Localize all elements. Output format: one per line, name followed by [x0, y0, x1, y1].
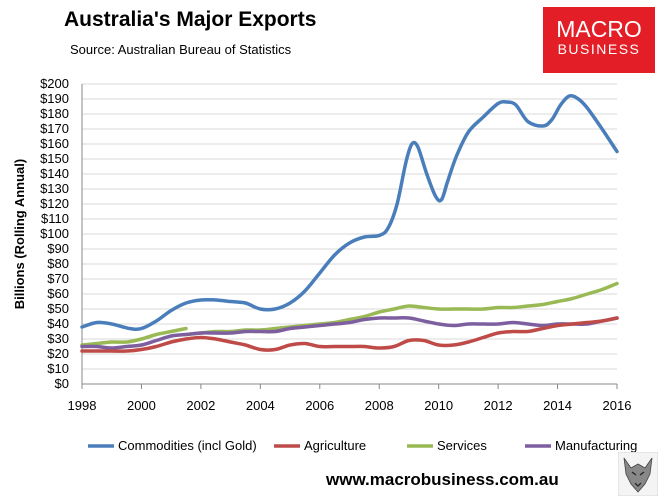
- gridlines: [82, 83, 617, 370]
- x-tick-label: 2000: [127, 398, 156, 413]
- x-tick-label: 2008: [365, 398, 394, 413]
- series-line-manufacturing: [80, 316, 619, 350]
- legend-label: Agriculture: [304, 438, 366, 453]
- y-tick-label: $190: [40, 91, 69, 106]
- x-tick-label: 2016: [603, 398, 632, 413]
- x-tick-labels: 1998 2000 2002 2004 2006 2008 2010 2012 2014 2016: [68, 398, 632, 413]
- y-tick-label: $40: [47, 316, 69, 331]
- y-tick-label: $30: [47, 331, 69, 346]
- series-line-commodities-incl-gold: [80, 94, 619, 332]
- y-tick-label: $70: [47, 271, 69, 286]
- y-tick-label: $150: [40, 151, 69, 166]
- x-tick-label: 2010: [424, 398, 453, 413]
- y-tick-label: $10: [47, 361, 69, 376]
- y-tick-label: $200: [40, 76, 69, 91]
- y-tick-label: $110: [41, 211, 69, 226]
- macrobusiness-logo: MACRO BUSINESS: [543, 7, 655, 73]
- y-tick-label: $120: [40, 196, 69, 211]
- legend-label: Manufacturing: [555, 438, 637, 453]
- logo-line-1: MACRO: [556, 16, 642, 42]
- y-tick-label: $20: [47, 346, 69, 361]
- x-tick-label: 2012: [484, 398, 513, 413]
- y-tick-label: $130: [40, 181, 69, 196]
- y-tick-label: $140: [40, 166, 69, 181]
- legend: Commodities (incl Gold) Agriculture Servic…: [88, 438, 637, 453]
- x-tick-label: 2004: [246, 398, 275, 413]
- x-tick-label: 2014: [543, 398, 572, 413]
- series-line-services: [80, 326, 188, 347]
- website-url[interactable]: www.macrobusiness.com.au: [326, 470, 559, 489]
- legend-label: Commodities (incl Gold): [118, 438, 257, 453]
- x-tick-label: 2006: [305, 398, 334, 413]
- y-tick-label: $80: [47, 256, 69, 271]
- logo-line-2: BUSINESS: [557, 41, 641, 57]
- x-tick-label: 2002: [186, 398, 215, 413]
- chart-source: Source: Australian Bureau of Statistics: [70, 42, 292, 57]
- y-tick-label: $90: [47, 241, 69, 256]
- y-tick-label: $180: [40, 106, 69, 121]
- axes: [81, 84, 618, 389]
- y-tick-label: $160: [40, 136, 69, 151]
- chart-title: Australia's Major Exports: [64, 8, 317, 31]
- wolf-logo-icon: [618, 452, 658, 496]
- series-line-agriculture: [80, 316, 619, 353]
- y-tick-label: $50: [47, 301, 69, 316]
- series-lines: [80, 94, 619, 353]
- y-axis-label: Billions (Rolling Annual): [12, 159, 27, 309]
- legend-label: Services: [437, 438, 487, 453]
- x-tick-label: 1998: [68, 398, 97, 413]
- y-tick-label: $0: [55, 376, 69, 391]
- y-tick-label: $100: [40, 226, 69, 241]
- y-tick-label: $60: [47, 286, 69, 301]
- y-tick-label: $170: [40, 121, 69, 136]
- y-tick-labels: $0$10$20$30$40$50$60$70$80$90$100$110$12…: [40, 76, 69, 391]
